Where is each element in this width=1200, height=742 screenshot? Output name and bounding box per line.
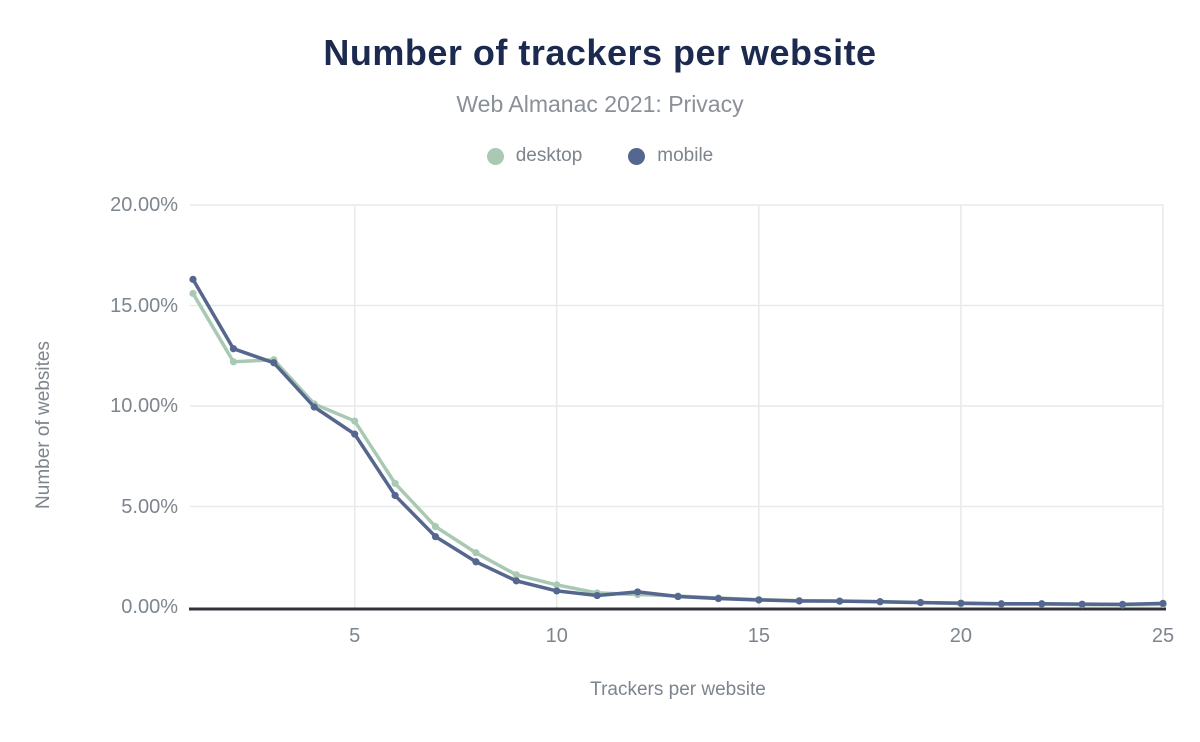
mobile-point [553,587,561,595]
mobile-point [1038,600,1046,608]
y-tick-label: 20.00% [110,194,178,216]
mobile-point [431,533,440,541]
y-tick-label: 5.00% [121,495,178,518]
desktop-point [472,549,480,557]
chart-subtitle: Web Almanac 2021: Privacy [456,91,744,117]
chart-title: Number of trackers per website [323,32,877,73]
mobile-line [191,277,1165,607]
legend: desktop mobile [0,145,1200,167]
legend-item-mobile: mobile [628,145,713,167]
mobile-series-dot-icon [628,147,646,165]
mobile-point [1078,600,1086,608]
x-tick-label: 15 [747,625,770,647]
mobile-point [795,597,803,605]
mobile-point [714,594,723,603]
desktop-series-dot-icon [486,147,504,165]
x-tick-label: 5 [349,625,361,647]
desktop-point [431,523,440,531]
mobile-point [674,592,682,601]
mobile-point [593,591,601,600]
mobile-point [633,588,642,596]
x-tick-label: 10 [545,625,568,647]
desktop-point [553,581,561,589]
mobile-point [836,597,844,605]
mobile-point [270,359,278,367]
desktop-point [512,571,520,579]
mobile-point [189,275,197,283]
mobile-point [997,600,1005,608]
x-tick-label: 20 [949,625,973,647]
mobile-point [351,430,359,438]
mobile-point [391,491,399,500]
mobile-point [512,577,520,585]
legend-label-desktop: desktop [515,145,583,166]
mobile-point [1159,599,1167,607]
mobile-point [876,598,884,606]
mobile-point [229,345,238,353]
x-tick-label: 25 [1151,625,1175,647]
desktop-line [191,291,1165,607]
mobile-point [916,598,925,607]
y-tick-label: 10.00% [110,395,178,417]
mobile-point [1118,600,1127,608]
desktop-point [189,289,197,298]
y-tick-label: 0.00% [121,596,178,618]
desktop-point [391,479,399,487]
x-axis-title: Trackers per website [590,679,766,700]
mobile-point [310,403,318,411]
mobile-point [472,558,480,566]
desktop-point [351,417,359,425]
mobile-point [755,596,763,604]
desktop-point [229,358,238,366]
mobile-point [957,599,965,607]
legend-label-mobile: mobile [657,145,714,166]
y-tick-label: 15.00% [110,294,178,317]
legend-item-desktop: desktop [486,145,583,167]
